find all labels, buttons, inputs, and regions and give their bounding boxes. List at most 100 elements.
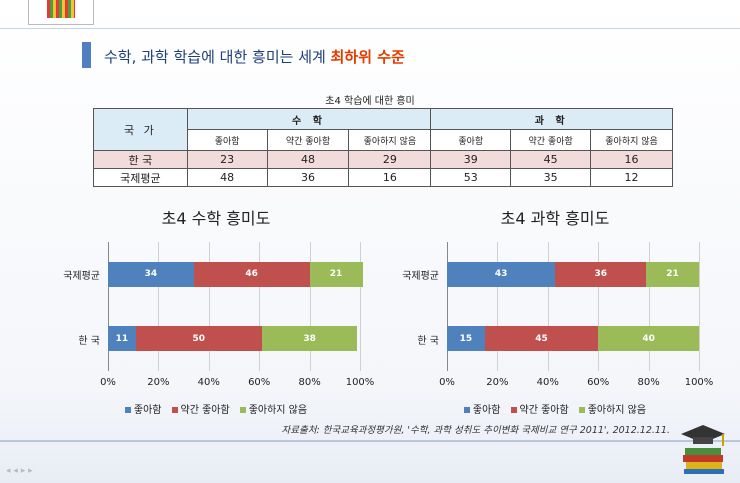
legend-swatch [239,407,246,413]
gridline [648,242,650,371]
column-header: 좋아함 [430,129,512,151]
legend-swatch [510,407,517,413]
legend-item: 약간 좋아함 [171,401,230,416]
chart-title: 초4 수학 흥미도 [161,209,271,228]
heading-highlight: 최하위 수준 [330,48,405,66]
table-row: 국제평균 48 36 16 53 35 12 [93,168,673,187]
column-header: 좋아함 [186,129,268,151]
table-row: 한 국 23 48 29 39 45 16 [93,150,673,169]
chart-legend: 좋아함 약간 좋아함 좋아하지 않음 [56,401,376,416]
legend-swatch [463,407,470,413]
slide-nav-icons: ◂ ◂ ▸ ▸ [6,466,33,476]
gridline [158,242,160,371]
legend-swatch [578,407,585,413]
bar-segment: 21 [309,261,363,287]
table-cell: 16 [590,150,673,169]
legend-swatch [171,407,178,413]
bar-segment: 38 [261,326,358,352]
bar-segment: 46 [193,261,310,287]
heading-accent-bar [82,42,91,68]
table-cell: 45 [510,150,592,169]
bar-row: 43 36 21 [447,261,699,287]
column-header: 좋아하지 않음 [590,129,673,151]
table-cell: 23 [186,150,268,169]
table-cell: 48 [186,168,268,187]
source-note: 자료출처: 한국교육과정평가원, '수학, 과학 성취도 추이변화 국제비교 연… [281,425,670,436]
category-label: 한 국 [417,335,439,347]
x-tick-label: 100% [684,377,714,388]
books-graduation-cap-icon [681,425,725,474]
plot-area: 43 36 21 15 45 40 [447,242,700,371]
subject-header-science: 과 학 [430,108,673,130]
gridline [208,242,210,371]
table-cell: 53 [430,168,512,187]
axis-line [447,242,448,371]
bar-row: 15 45 40 [447,326,699,352]
category-label: 국제평균 [402,271,439,283]
table-cell: 12 [590,168,673,187]
slide-heading: 수학, 과학 학습에 대한 흥미는 세계 최하위 수준 [104,46,405,67]
table-cell: 29 [348,150,432,169]
gridline [497,242,499,371]
gridline [259,242,261,371]
x-tick-label: 0% [100,377,116,388]
x-tick-label: 20% [486,377,509,388]
bar-segment: 50 [135,326,262,352]
table-cell: 39 [430,150,512,169]
bar-segment: 34 [108,261,194,287]
top-divider [0,28,740,29]
bar-segment: 21 [646,261,699,287]
column-header: 약간 좋아함 [510,129,592,151]
bar-segment: 11 [108,326,136,352]
bar-segment: 43 [447,261,556,287]
logo [28,0,94,25]
gridline [309,242,311,371]
table-cell: 16 [348,168,432,187]
bar-row: 11 50 38 [108,326,360,352]
x-tick-label: 100% [345,377,375,388]
x-tick-label: 40% [536,377,559,388]
x-tick-label: 20% [147,377,170,388]
bar-segment: 15 [447,326,485,352]
x-tick-label: 60% [248,377,271,388]
bar-row: 34 46 21 [108,261,363,287]
table-cell: 48 [266,150,350,169]
chart-title: 초4 과학 흥미도 [500,209,610,228]
table-cell: 35 [510,168,592,187]
legend-item: 좋아하지 않음 [239,401,307,416]
x-tick-label: 80% [637,377,660,388]
x-tick-label: 60% [587,377,610,388]
x-tick-label: 0% [439,377,455,388]
gridline [547,242,549,371]
bar-segment: 36 [555,261,647,287]
gridline [699,242,700,371]
bar-segment: 45 [484,326,599,352]
bar-segment: 40 [598,326,699,352]
logo-graphic [47,0,75,18]
table-cell: 36 [266,168,350,187]
science-interest-chart: 초4 과학 흥미도 43 36 21 15 45 40 좋아함 약간 좋아함 좋아하지 않음 … [395,205,715,425]
math-interest-chart: 초4 수학 흥미도 34 46 21 11 50 38 좋아함 약간 좋아함 좋아하지 않음 … [56,205,376,425]
legend-item: 좋아함 [124,401,162,416]
category-label: 국제평균 [63,271,100,283]
gridline [598,242,600,371]
row-label: 국제평균 [93,168,188,187]
category-label: 한 국 [78,335,100,347]
plot-area: 34 46 21 11 50 38 [108,242,363,371]
gridline [360,242,361,371]
row-label: 한 국 [93,150,188,169]
heading-text: 수학, 과학 학습에 대한 흥미는 세계 [104,48,326,66]
legend-swatch [124,407,131,413]
subject-header-math: 수 학 [186,108,432,130]
legend-item: 좋아함 [463,401,501,416]
legend-item: 약간 좋아함 [510,401,569,416]
x-tick-label: 40% [197,377,220,388]
interest-table: 국 가 수 학 과 학 좋아함 약간 좋아함 좋아하지 않음 좋아함 약간 좋아… [93,108,673,187]
bottom-divider [0,440,740,442]
chart-legend: 좋아함 약간 좋아함 좋아하지 않음 [395,401,715,416]
country-header: 국 가 [93,108,188,151]
table-title: 초4 학습에 대한 흥미 [325,96,415,107]
column-header: 약간 좋아함 [266,129,350,151]
legend-item: 좋아하지 않음 [578,401,646,416]
axis-line [108,242,109,371]
